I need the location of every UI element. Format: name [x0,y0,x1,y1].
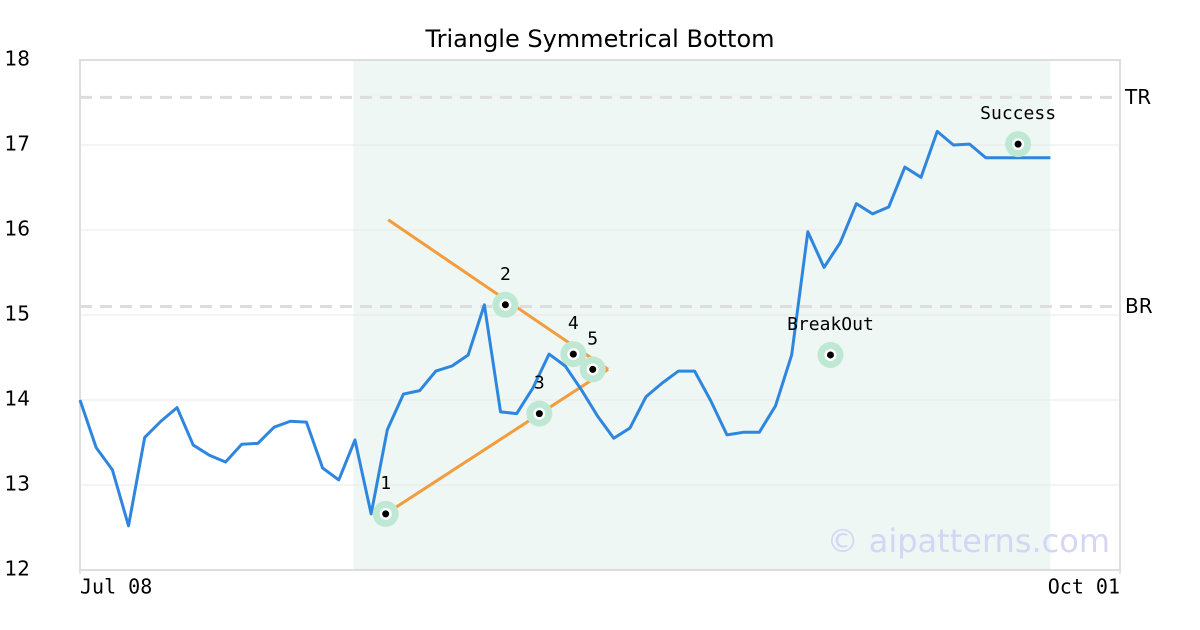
x-tick-label: Oct 01 [1048,575,1120,599]
marker-dot [382,510,390,518]
marker-label: 4 [568,313,579,334]
price-line [78,129,1051,528]
y-tick-label: 12 [5,557,30,581]
y-tick-label: 13 [5,472,30,496]
y-tick-label: 14 [5,387,30,411]
level-label: TR [1124,85,1151,109]
marker-dot [535,410,543,418]
watermark: © aipatterns.com [827,522,1110,560]
marker-dot [826,351,834,359]
y-tick-label: 16 [5,217,30,241]
marker-label: 2 [500,264,511,285]
triangle-lower [384,368,609,516]
marker-dot [501,301,509,309]
y-tick-label: 18 [5,47,30,71]
y-tick-label: 17 [5,132,30,156]
x-tick-label: Jul 08 [80,575,152,599]
marker-dot [1014,140,1022,148]
level-label: BR [1125,294,1153,318]
plot-frame [79,59,1121,571]
marker-label: 5 [587,328,598,349]
marker-dot [569,350,577,358]
marker-dot [589,365,597,373]
marker-label: 1 [380,473,391,494]
marker-label: BreakOut [787,314,874,335]
marker-label: Success [980,103,1056,124]
y-tick-label: 15 [5,302,30,326]
marker-label: 3 [534,373,545,394]
chart-title: Triangle Symmetrical Bottom [424,25,774,53]
